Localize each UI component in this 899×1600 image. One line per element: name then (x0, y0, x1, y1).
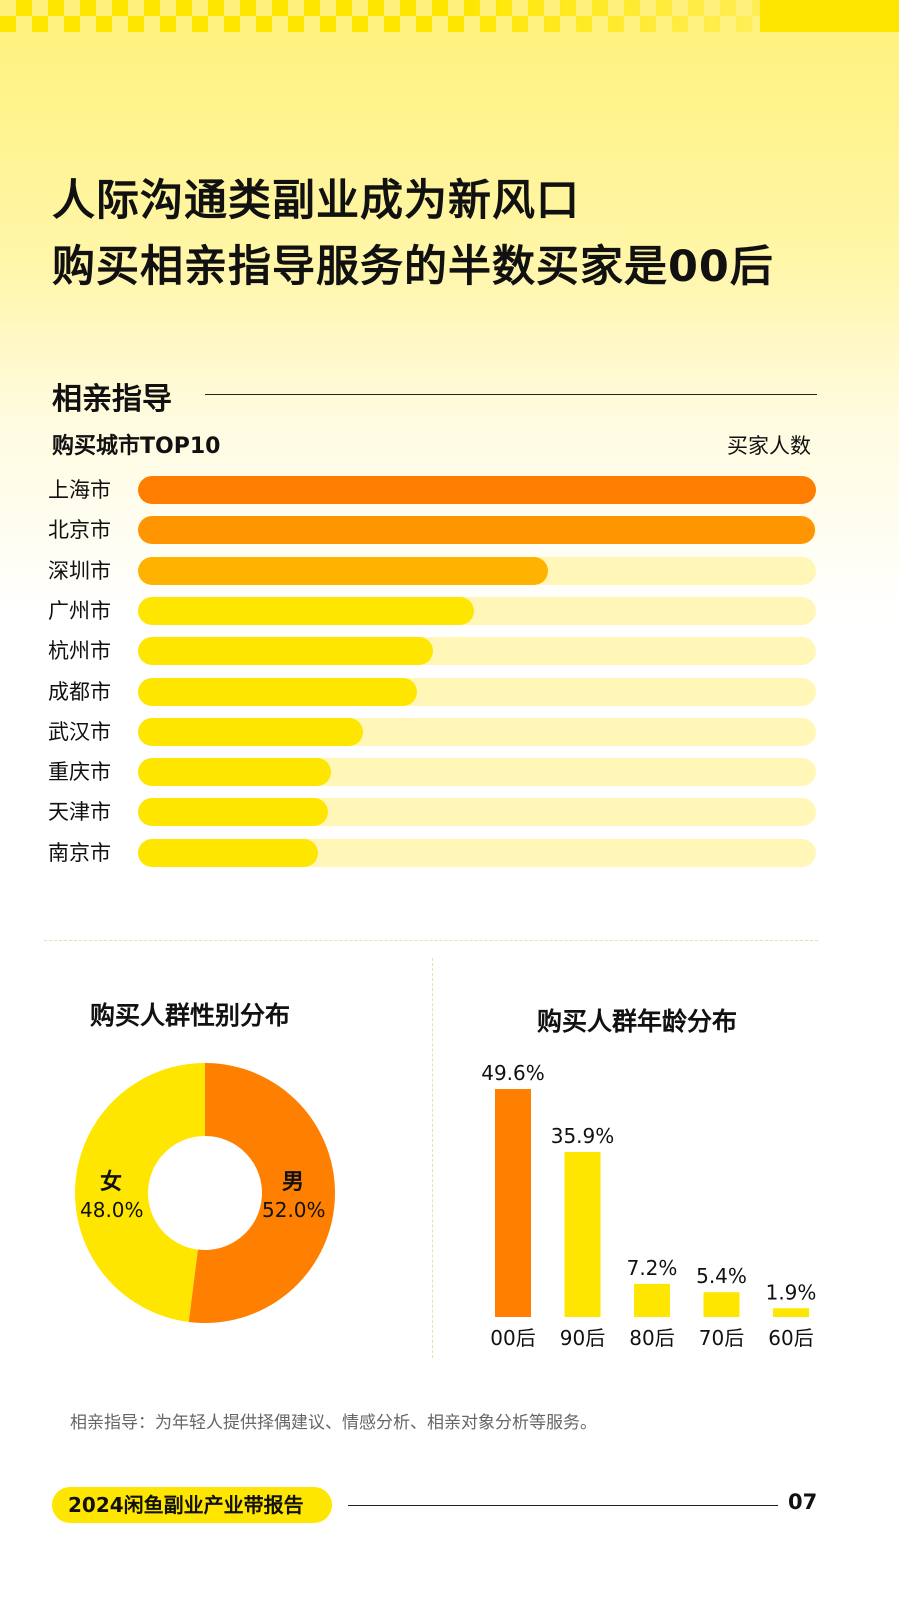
city-bar (138, 798, 328, 827)
city-bar (138, 717, 364, 746)
gender-chart-title: 购买人群性别分布 (90, 1001, 291, 1030)
age-bar (773, 1308, 809, 1317)
city-label: 上海市 (48, 478, 111, 502)
checker-pattern (0, 0, 760, 32)
age-bar (495, 1089, 531, 1317)
footnote: 相亲指导：为年轻人提供择偶建议、情感分析、相亲对象分析等服务。 (70, 1413, 597, 1433)
age-bar-value: 49.6% (481, 1061, 545, 1085)
page-title: 人际沟通类副业成为新风口 购买相亲指导服务的半数买家是00后 (52, 168, 774, 300)
bar-track (138, 556, 816, 585)
bar-track (138, 758, 816, 787)
age-bar (564, 1151, 601, 1317)
age-category-label: 00后 (490, 1326, 535, 1350)
city-label: 天津市 (48, 800, 111, 825)
city-bar (138, 677, 418, 706)
age-bar-chart: 49.6% 00后 35.9% 90后 7.2% 80后 5.4% 70后 1.9% 60后 (481, 1061, 817, 1350)
city-bar (138, 556, 549, 585)
footer-badge (52, 1487, 332, 1523)
gender-donut-chart (74, 1063, 335, 1323)
bar-track (138, 677, 816, 706)
city-bar (138, 637, 433, 666)
vertical-divider (432, 958, 433, 1358)
footer-divider (348, 1505, 778, 1506)
city-bar (138, 758, 331, 787)
bar-track (138, 637, 816, 666)
city-row: 广州市 (48, 596, 818, 626)
city-row: 成都市 (48, 677, 818, 707)
city-row: 北京市 (48, 515, 818, 545)
city-bar (138, 516, 815, 545)
age-bar (703, 1292, 740, 1317)
slice-female (74, 1063, 205, 1322)
bar-track (138, 596, 816, 625)
age-chart-title: 购买人群年龄分布 (537, 1007, 738, 1036)
section-divider (205, 394, 817, 395)
slice-label-female: 女 (100, 1170, 123, 1195)
age-category-label: 70后 (699, 1326, 744, 1350)
city-row: 重庆市 (48, 757, 818, 787)
age-bar-value: 7.2% (627, 1256, 678, 1280)
checker-pattern-end (760, 0, 899, 32)
slice-value-female: 48.0% (80, 1198, 144, 1222)
bar-track (138, 717, 816, 746)
city-label: 深圳市 (48, 558, 111, 583)
city-chart-unit: 买家人数 (727, 434, 811, 458)
city-row: 杭州市 (48, 636, 818, 666)
title-line-2: 购买相亲指导服务的半数买家是00后 (52, 242, 774, 292)
age-bar-value: 1.9% (766, 1280, 817, 1304)
age-category-label: 90后 (560, 1326, 605, 1350)
city-label: 重庆市 (48, 760, 111, 785)
bar-track (138, 838, 816, 867)
city-label: 广州市 (48, 598, 111, 623)
city-row: 天津市 (48, 797, 818, 827)
horizontal-divider (44, 940, 818, 941)
page-number: 07 (788, 1490, 818, 1514)
age-category-label: 60后 (768, 1326, 813, 1350)
age-bar (634, 1283, 670, 1317)
age-bar-value: 35.9% (551, 1124, 615, 1148)
city-bar (138, 476, 816, 504)
age-category-label: 80后 (629, 1326, 674, 1350)
city-label: 成都市 (48, 679, 111, 704)
title-line-1: 人际沟通类副业成为新风口 (52, 176, 580, 226)
slice-label-male: 男 (282, 1170, 305, 1195)
city-bar (138, 838, 319, 867)
city-label: 武汉市 (48, 719, 111, 744)
city-label: 杭州市 (48, 639, 111, 664)
bar-track (138, 476, 816, 504)
city-row: 上海市 (48, 475, 818, 505)
city-row: 武汉市 (48, 717, 818, 747)
city-label: 北京市 (48, 518, 111, 543)
footer-report-title: 2024闲鱼副业产业带报告 (68, 1493, 304, 1517)
bar-track (138, 516, 816, 545)
section-title: 相亲指导 (52, 382, 172, 417)
slice-value-male: 52.0% (262, 1198, 326, 1222)
bar-track (138, 798, 816, 827)
city-row: 南京市 (48, 838, 818, 868)
slice-male (188, 1063, 335, 1323)
city-chart-title: 购买城市TOP10 (52, 434, 221, 459)
city-bar (138, 596, 474, 625)
age-bar-value: 5.4% (696, 1264, 747, 1288)
city-label: 南京市 (48, 840, 111, 865)
city-row: 深圳市 (48, 556, 818, 586)
